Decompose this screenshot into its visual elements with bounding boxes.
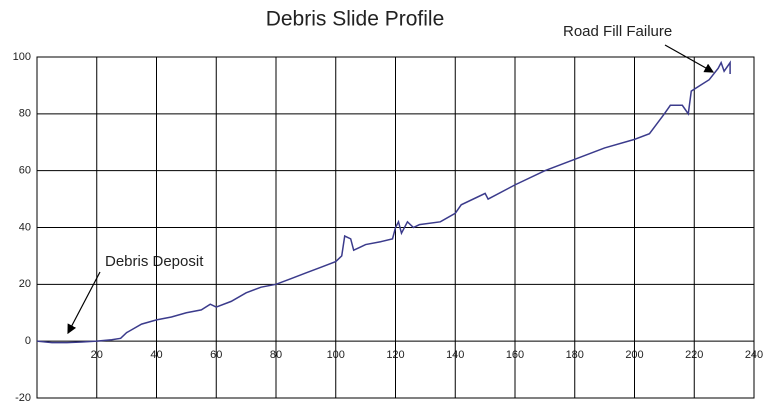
annotation: Debris Deposit: [105, 253, 204, 270]
chart-title: Debris Slide Profile: [266, 8, 445, 31]
annotation-arrow: [664, 44, 715, 73]
y-tick-label: 80: [19, 108, 31, 120]
y-tick-label: 40: [19, 221, 31, 233]
y-tick-label: 0: [25, 335, 31, 347]
y-tick-label: 20: [19, 278, 31, 290]
y-tick-label: -20: [15, 392, 31, 404]
y-tick-label: 100: [13, 51, 31, 63]
annotation: Road Fill Failure: [563, 23, 672, 40]
y-tick-label: 60: [19, 165, 31, 177]
annotation-arrow: [67, 271, 101, 335]
data-line: [36, 60, 731, 344]
